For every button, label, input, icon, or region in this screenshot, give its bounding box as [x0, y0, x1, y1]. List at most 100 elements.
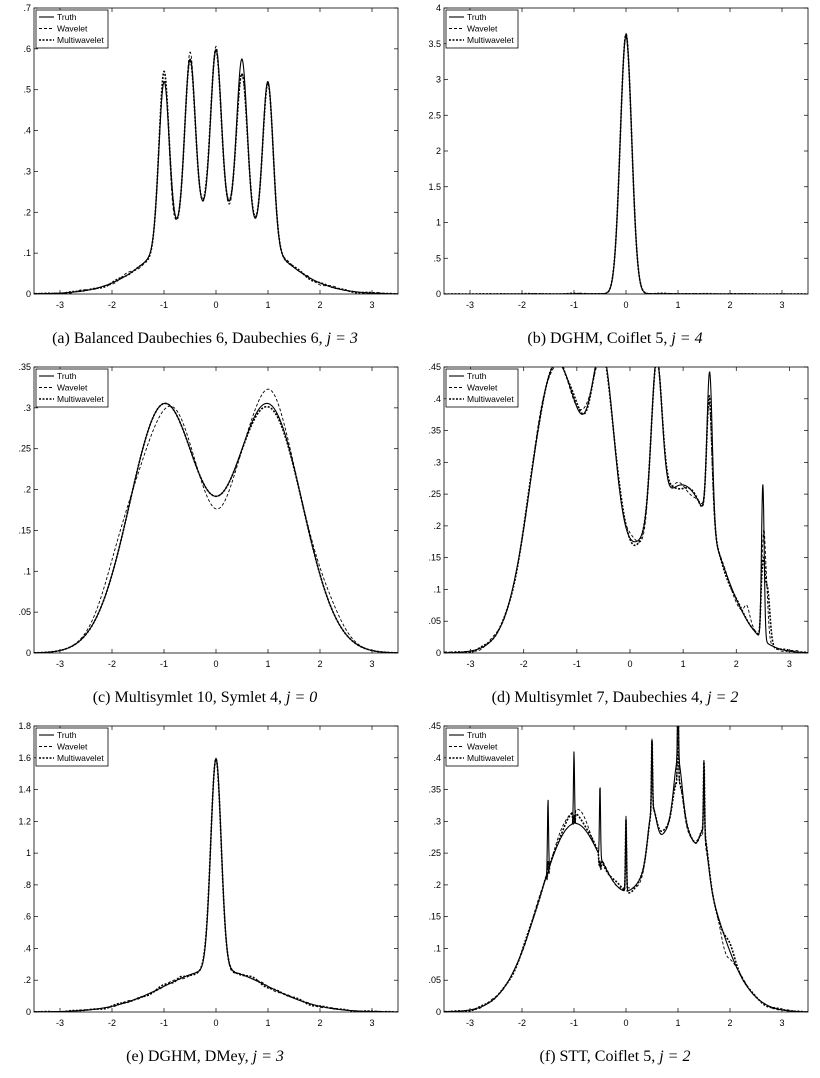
y-tick-label: .05 [18, 607, 31, 617]
x-tick-label: -1 [573, 659, 581, 669]
x-tick-label: 0 [623, 300, 628, 310]
plot-frame [33, 366, 399, 654]
x-tick-label: 1 [681, 659, 686, 669]
legend-label: Wavelet [57, 742, 88, 752]
x-tick-label: 1 [675, 1018, 680, 1028]
y-tick-label: .25 [18, 444, 31, 454]
legend-box [445, 368, 519, 408]
series-line-truth [34, 48, 398, 294]
x-tick-label: -1 [160, 659, 168, 669]
y-tick-label: .35 [428, 785, 441, 795]
y-tick-label: 4 [436, 3, 441, 13]
y-tick-label: .2 [433, 880, 441, 890]
series-line-wavelet [34, 759, 398, 1012]
y-tick-label: .5 [433, 253, 441, 263]
y-tick-label: .1 [23, 248, 31, 258]
y-tick-label: .45 [428, 362, 441, 372]
y-tick-label: 1 [26, 848, 31, 858]
legend-label: Multiwavelet [57, 394, 104, 404]
legend-label: Wavelet [467, 24, 498, 34]
x-tick-label: -2 [520, 659, 528, 669]
x-tick-label: -1 [160, 1018, 168, 1028]
legend-label: Truth [57, 730, 77, 740]
x-tick-label: -3 [467, 659, 475, 669]
y-tick-label: .4 [433, 753, 441, 763]
caption-f-text: (f) STT, Coiflet 5, [539, 1048, 656, 1065]
legend-box [35, 368, 109, 408]
series-line-multiwavelet [34, 402, 398, 653]
y-tick-label: .3 [433, 816, 441, 826]
legend-box [445, 727, 519, 767]
series-line-wavelet [34, 388, 398, 653]
y-tick-label: 1.6 [18, 753, 31, 763]
legend-label: Multiwavelet [57, 35, 104, 45]
x-tick-label: 1 [265, 1018, 270, 1028]
y-tick-label: 1.5 [428, 182, 441, 192]
legend-label: Multiwavelet [467, 753, 514, 763]
series-line-truth [34, 757, 398, 1012]
x-tick-label: 1 [265, 300, 270, 310]
y-tick-label: 3.5 [428, 39, 441, 49]
y-tick-label: 0 [26, 289, 31, 299]
caption-e-text: (e) DGHM, DMey, [126, 1048, 249, 1065]
legend-box [35, 9, 109, 49]
x-tick-label: 2 [727, 300, 732, 310]
series-line-multiwavelet [34, 48, 398, 294]
chart-d: -3 -2 -1 0 1 2 3 0 .05 .1 .15 .2 .25 .3 .35 .4 .45 Truth W… [428, 362, 809, 669]
x-tick-label: 1 [675, 300, 680, 310]
y-tick-label: .35 [428, 426, 441, 436]
caption-a: (a) Balanced Daubechies 6, Daubechies 6,… [0, 330, 410, 348]
y-tick-label: .15 [428, 912, 441, 922]
caption-f-j: j = 2 [659, 1048, 691, 1065]
caption-c: (c) Multisymlet 10, Symlet 4, j = 0 [0, 689, 410, 707]
x-tick-label: -3 [56, 659, 64, 669]
y-tick-label: .1 [23, 566, 31, 576]
x-tick-label: -3 [466, 300, 474, 310]
y-tick-label: .05 [428, 975, 441, 985]
x-tick-label: 3 [369, 1018, 374, 1028]
x-tick-label: 1 [265, 659, 270, 669]
x-tick-label: 3 [787, 659, 792, 669]
y-tick-label: 1.4 [18, 785, 31, 795]
chart-panel-a: -3 -2 -1 0 1 2 3 0 .1 .2 .3 .4 .5 .6 .7 Truth Wavelet Mul… [0, 0, 410, 359]
chart-e: -3 -2 -1 0 1 2 3 0 .2 .4 .6 .8 1 1.2 1.4 1.6 1.8 Truth Wav… [18, 721, 399, 1028]
chart-panel-b: -3 -2 -1 0 1 2 3 0 .5 1 1.5 2 2.5 3 3.5 4 Truth Wavelet Mu… [410, 0, 820, 359]
plot-frame [443, 7, 809, 295]
chart-b: -3 -2 -1 0 1 2 3 0 .5 1 1.5 2 2.5 3 3.5 4 Truth WaveletMu… [428, 3, 809, 310]
legend-label: Truth [467, 12, 487, 22]
x-tick-label: 2 [317, 300, 322, 310]
y-tick-label: 0 [436, 648, 441, 658]
x-tick-label: -2 [108, 1018, 116, 1028]
y-tick-label: .15 [18, 525, 31, 535]
x-tick-label: 0 [627, 659, 632, 669]
chart-panel-f: -3 -2 -1 0 1 2 3 0 .05 .1 .15 .2 .25 .3 .35 .4 .45 Truth W… [410, 718, 820, 1077]
x-tick-label: 3 [779, 1018, 784, 1028]
x-tick-label: -3 [466, 1018, 474, 1028]
x-tick-label: 3 [369, 659, 374, 669]
caption-d: (d) Multisymlet 7, Daubechies 4, j = 2 [410, 689, 820, 707]
y-tick-label: .4 [23, 126, 31, 136]
x-tick-label: 0 [213, 1018, 218, 1028]
x-tick-label: 2 [727, 1018, 732, 1028]
y-tick-label: 2 [436, 146, 441, 156]
series-line-wavelet [34, 45, 398, 294]
y-tick-label: .1 [433, 584, 441, 594]
y-tick-label: 2.5 [428, 110, 441, 120]
y-tick-label: 1.2 [18, 816, 31, 826]
caption-d-j: j = 2 [707, 689, 739, 706]
caption-c-j: j = 0 [286, 689, 318, 706]
x-tick-label: -3 [56, 300, 64, 310]
x-tick-label: 2 [734, 659, 739, 669]
series-line-multiwavelet [444, 32, 808, 294]
y-tick-label: .25 [428, 848, 441, 858]
legend-label: Truth [467, 371, 487, 381]
chart-panel-c: -3 -2 -1 0 1 2 3 0 .05 .1 .15 .2 .25 .3 .35 Truth Wavele… [0, 359, 410, 718]
caption-e: (e) DGHM, DMey, j = 3 [0, 1048, 410, 1066]
plot-frame [443, 725, 809, 1013]
caption-b-text: (b) DGHM, Coiflet 5, [527, 330, 668, 347]
y-tick-label: .5 [23, 85, 31, 95]
chart-panel-d: -3 -2 -1 0 1 2 3 0 .05 .1 .15 .2 .25 .3 .35 .4 .45 Truth W… [410, 359, 820, 718]
series-line-truth [34, 402, 398, 653]
legend-label: Wavelet [467, 383, 498, 393]
y-tick-label: .15 [428, 553, 441, 563]
